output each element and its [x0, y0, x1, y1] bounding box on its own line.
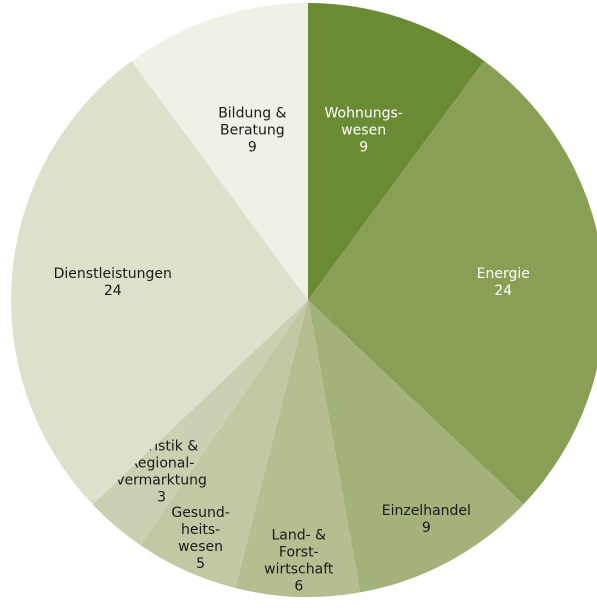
slice-label: Energie [477, 266, 530, 282]
slice-value: 6 [294, 579, 303, 595]
label-line: Bildung & [218, 106, 286, 122]
label-line: Wohnungs- [325, 106, 403, 122]
label-line: Forst- [279, 545, 319, 561]
pie-slice [92, 300, 308, 546]
slice-label: Dienstleistungen [54, 266, 172, 282]
slice-value: 9 [359, 140, 368, 156]
label-line: wesen [341, 123, 386, 139]
label-line: heits- [181, 522, 220, 538]
label-line: wesen [178, 539, 223, 555]
label-line: Dienstleistungen [54, 266, 172, 282]
slice-value: 5 [196, 556, 205, 572]
slice-value: 3 [157, 489, 166, 505]
slice-label: Land- & Forst-wirtschaft [264, 528, 334, 578]
slice-value: 24 [494, 283, 512, 299]
pie-slice [10, 60, 308, 505]
pie-slice [131, 3, 308, 300]
slice-value: 9 [422, 520, 431, 536]
label-line: Land- & [271, 528, 326, 544]
label-line: Gesund- [171, 505, 229, 521]
slice-value: 24 [104, 283, 122, 299]
pie-slice [308, 60, 597, 505]
slice-label: Gesund-heits-wesen [171, 505, 229, 555]
slice-label: Bildung & Beratung [218, 106, 286, 139]
label-line: Beratung [220, 123, 285, 139]
pie-slice [308, 3, 485, 300]
label-line: wirtschaft [264, 562, 334, 578]
pie-slice [308, 300, 524, 593]
label-line: Energie [477, 266, 530, 282]
label-line: Einzelhandel [382, 503, 471, 519]
label-line: vermarktung [116, 472, 207, 488]
slice-label: Einzelhandel [382, 503, 471, 519]
pie-slice [235, 300, 361, 597]
slice-label: Wohnungs-wesen [325, 106, 403, 139]
label-line: Regional- [129, 455, 194, 471]
slice-value: 9 [248, 140, 257, 156]
pie-slice [140, 300, 308, 588]
